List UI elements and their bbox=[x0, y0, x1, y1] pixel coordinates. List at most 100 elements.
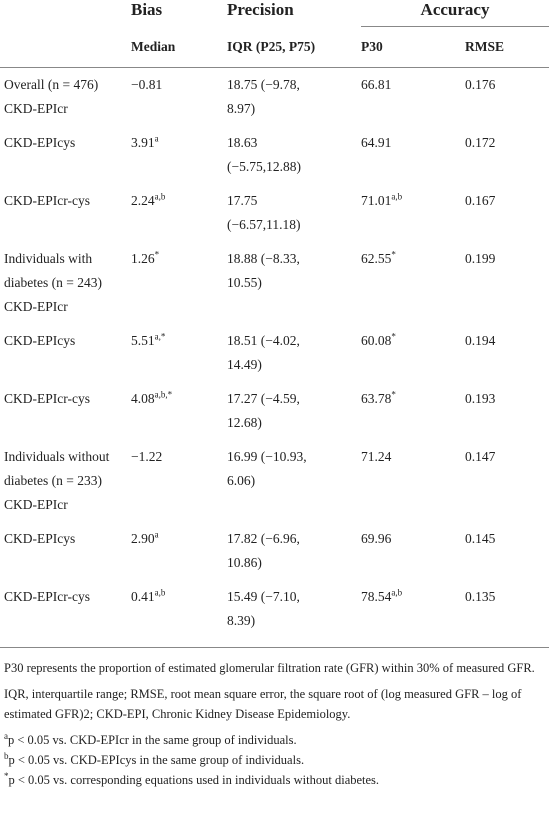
footnote: IQR, interquartile range; RMSE, root mea… bbox=[4, 684, 545, 724]
median-cell-value: 2.24 bbox=[131, 193, 155, 208]
rmse-cell: 0.167 bbox=[465, 184, 549, 242]
header-cell bbox=[0, 0, 131, 27]
table-row: CKD-EPIcr-cys 0.41a,b 15.49 (−7.10, 8.39) 78… bbox=[0, 580, 549, 648]
p30-cell: 64.91 bbox=[361, 126, 465, 184]
iqr-cell-line: 15.49 (−7.10, bbox=[227, 589, 300, 604]
median-cell: 4.08a,b,* bbox=[131, 382, 227, 440]
row-label: CKD-EPIcys bbox=[0, 522, 131, 580]
p30-cell-value: 71.01 bbox=[361, 193, 392, 208]
row-label-line: CKD-EPIcr-cys bbox=[4, 391, 90, 406]
median-cell-value: 5.51 bbox=[131, 333, 155, 348]
column-header: P30 bbox=[361, 26, 465, 68]
median-cell-value: 1.26 bbox=[131, 251, 155, 266]
rmse-cell-value: 0.172 bbox=[465, 135, 496, 150]
rmse-cell: 0.194 bbox=[465, 324, 549, 382]
footnote: *p < 0.05 vs. corresponding equations us… bbox=[4, 770, 545, 790]
row-label: Individuals without diabetes (n = 233) CKD… bbox=[0, 440, 131, 522]
row-label-line: CKD-EPIcys bbox=[4, 135, 76, 150]
median-cell: 1.26* bbox=[131, 242, 227, 324]
table-row: CKD-EPIcys 2.90a 17.82 (−6.96, 10.86) 69.96 0… bbox=[0, 522, 549, 580]
rmse-cell-value: 0.135 bbox=[465, 589, 496, 604]
iqr-cell: 16.99 (−10.93, 6.06) bbox=[227, 440, 361, 522]
p30-cell-value: 64.91 bbox=[361, 135, 392, 150]
rmse-cell-value: 0.145 bbox=[465, 531, 496, 546]
superscript: * bbox=[154, 249, 160, 260]
iqr-cell: 17.75 (−6.57,11.18) bbox=[227, 184, 361, 242]
footnote: P30 represents the proportion of estimat… bbox=[4, 658, 545, 678]
iqr-cell-line: (−6.57,11.18) bbox=[227, 217, 301, 232]
iqr-cell-line: 18.63 bbox=[227, 135, 258, 150]
column-header: Median bbox=[131, 26, 227, 68]
iqr-cell-line: 6.06) bbox=[227, 473, 256, 488]
footnote: ap < 0.05 vs. CKD-EPIcr in the same grou… bbox=[4, 730, 545, 750]
iqr-cell-line: 10.55) bbox=[227, 275, 262, 290]
row-label-line: Individuals without bbox=[4, 449, 110, 464]
superscript: a,b bbox=[391, 587, 403, 598]
superscript: * bbox=[391, 331, 396, 342]
rmse-cell-value: 0.193 bbox=[465, 391, 496, 406]
iqr-cell: 15.49 (−7.10, 8.39) bbox=[227, 580, 361, 648]
footnote-text: p < 0.05 vs. CKD-EPIcys in the same grou… bbox=[8, 753, 305, 767]
header-column-row: Median IQR (P25, P75) P30 RMSE bbox=[0, 26, 549, 68]
rmse-cell: 0.147 bbox=[465, 440, 549, 522]
iqr-cell-line: 18.51 (−4.02, bbox=[227, 333, 300, 348]
header-cell bbox=[0, 26, 131, 68]
row-label: CKD-EPIcr-cys bbox=[0, 580, 131, 648]
superscript: a,* bbox=[154, 331, 166, 342]
row-label: CKD-EPIcr-cys bbox=[0, 184, 131, 242]
row-label: Overall (n = 476) CKD-EPIcr bbox=[0, 68, 131, 127]
p30-cell-value: 78.54 bbox=[361, 589, 392, 604]
iqr-cell-line: 18.88 (−8.33, bbox=[227, 251, 300, 266]
table-row: Individuals with diabetes (n = 243) CKD-EP… bbox=[0, 242, 549, 324]
row-label-line: CKD-EPIcr-cys bbox=[4, 193, 90, 208]
table-row: Overall (n = 476) CKD-EPIcr −0.81 18.75 (−9… bbox=[0, 68, 549, 127]
rmse-cell-value: 0.167 bbox=[465, 193, 496, 208]
rmse-cell: 0.193 bbox=[465, 382, 549, 440]
footnote-mark: a bbox=[4, 730, 8, 741]
median-cell: −1.22 bbox=[131, 440, 227, 522]
superscript: a bbox=[154, 133, 159, 144]
rmse-cell-value: 0.194 bbox=[465, 333, 496, 348]
column-header: IQR (P25, P75) bbox=[227, 26, 361, 68]
footnote-text: P30 represents the proportion of estimat… bbox=[4, 661, 535, 675]
median-cell-value: 3.91 bbox=[131, 135, 155, 150]
row-label: CKD-EPIcys bbox=[0, 324, 131, 382]
iqr-cell-line: 12.68) bbox=[227, 415, 262, 430]
superscript: a,b bbox=[391, 191, 403, 202]
rmse-cell-value: 0.147 bbox=[465, 449, 496, 464]
iqr-cell-line: 17.75 bbox=[227, 193, 258, 208]
p30-cell-value: 71.24 bbox=[361, 449, 392, 464]
group-header: Precision bbox=[227, 0, 294, 19]
results-table: Bias Precision Accuracy Median IQR (P25,… bbox=[0, 0, 549, 648]
median-cell-value: 4.08 bbox=[131, 391, 155, 406]
group-header: Accuracy bbox=[361, 0, 549, 27]
rmse-cell: 0.172 bbox=[465, 126, 549, 184]
median-cell: 3.91a bbox=[131, 126, 227, 184]
median-cell-value: 2.90 bbox=[131, 531, 155, 546]
iqr-cell: 18.75 (−9.78, 8.97) bbox=[227, 68, 361, 127]
median-cell: −0.81 bbox=[131, 68, 227, 127]
iqr-cell: 17.27 (−4.59, 12.68) bbox=[227, 382, 361, 440]
row-label: CKD-EPIcys bbox=[0, 126, 131, 184]
rmse-cell: 0.135 bbox=[465, 580, 549, 648]
iqr-cell-line: 10.86) bbox=[227, 555, 262, 570]
superscript: * bbox=[391, 249, 396, 260]
footnote-text: IQR, interquartile range; RMSE, root mea… bbox=[4, 687, 522, 721]
iqr-cell-line: 17.82 (−6.96, bbox=[227, 531, 300, 546]
iqr-cell: 17.82 (−6.96, 10.86) bbox=[227, 522, 361, 580]
table-header: Bias Precision Accuracy Median IQR (P25,… bbox=[0, 0, 549, 68]
median-cell: 0.41a,b bbox=[131, 580, 227, 648]
row-label-line: CKD-EPIcys bbox=[4, 333, 76, 348]
p30-cell-value: 63.78 bbox=[361, 391, 392, 406]
median-cell: 5.51a,* bbox=[131, 324, 227, 382]
superscript: a,b bbox=[154, 587, 166, 598]
p30-cell: 71.01a,b bbox=[361, 184, 465, 242]
row-label-line: CKD-EPIcr bbox=[4, 299, 68, 314]
median-cell-value: 0.41 bbox=[131, 589, 155, 604]
rmse-cell-value: 0.176 bbox=[465, 77, 496, 92]
iqr-cell-line: (−5.75,12.88) bbox=[227, 159, 301, 174]
p30-cell-value: 60.08 bbox=[361, 333, 392, 348]
footnotes: P30 represents the proportion of estimat… bbox=[0, 648, 549, 790]
iqr-cell-line: 16.99 (−10.93, bbox=[227, 449, 307, 464]
